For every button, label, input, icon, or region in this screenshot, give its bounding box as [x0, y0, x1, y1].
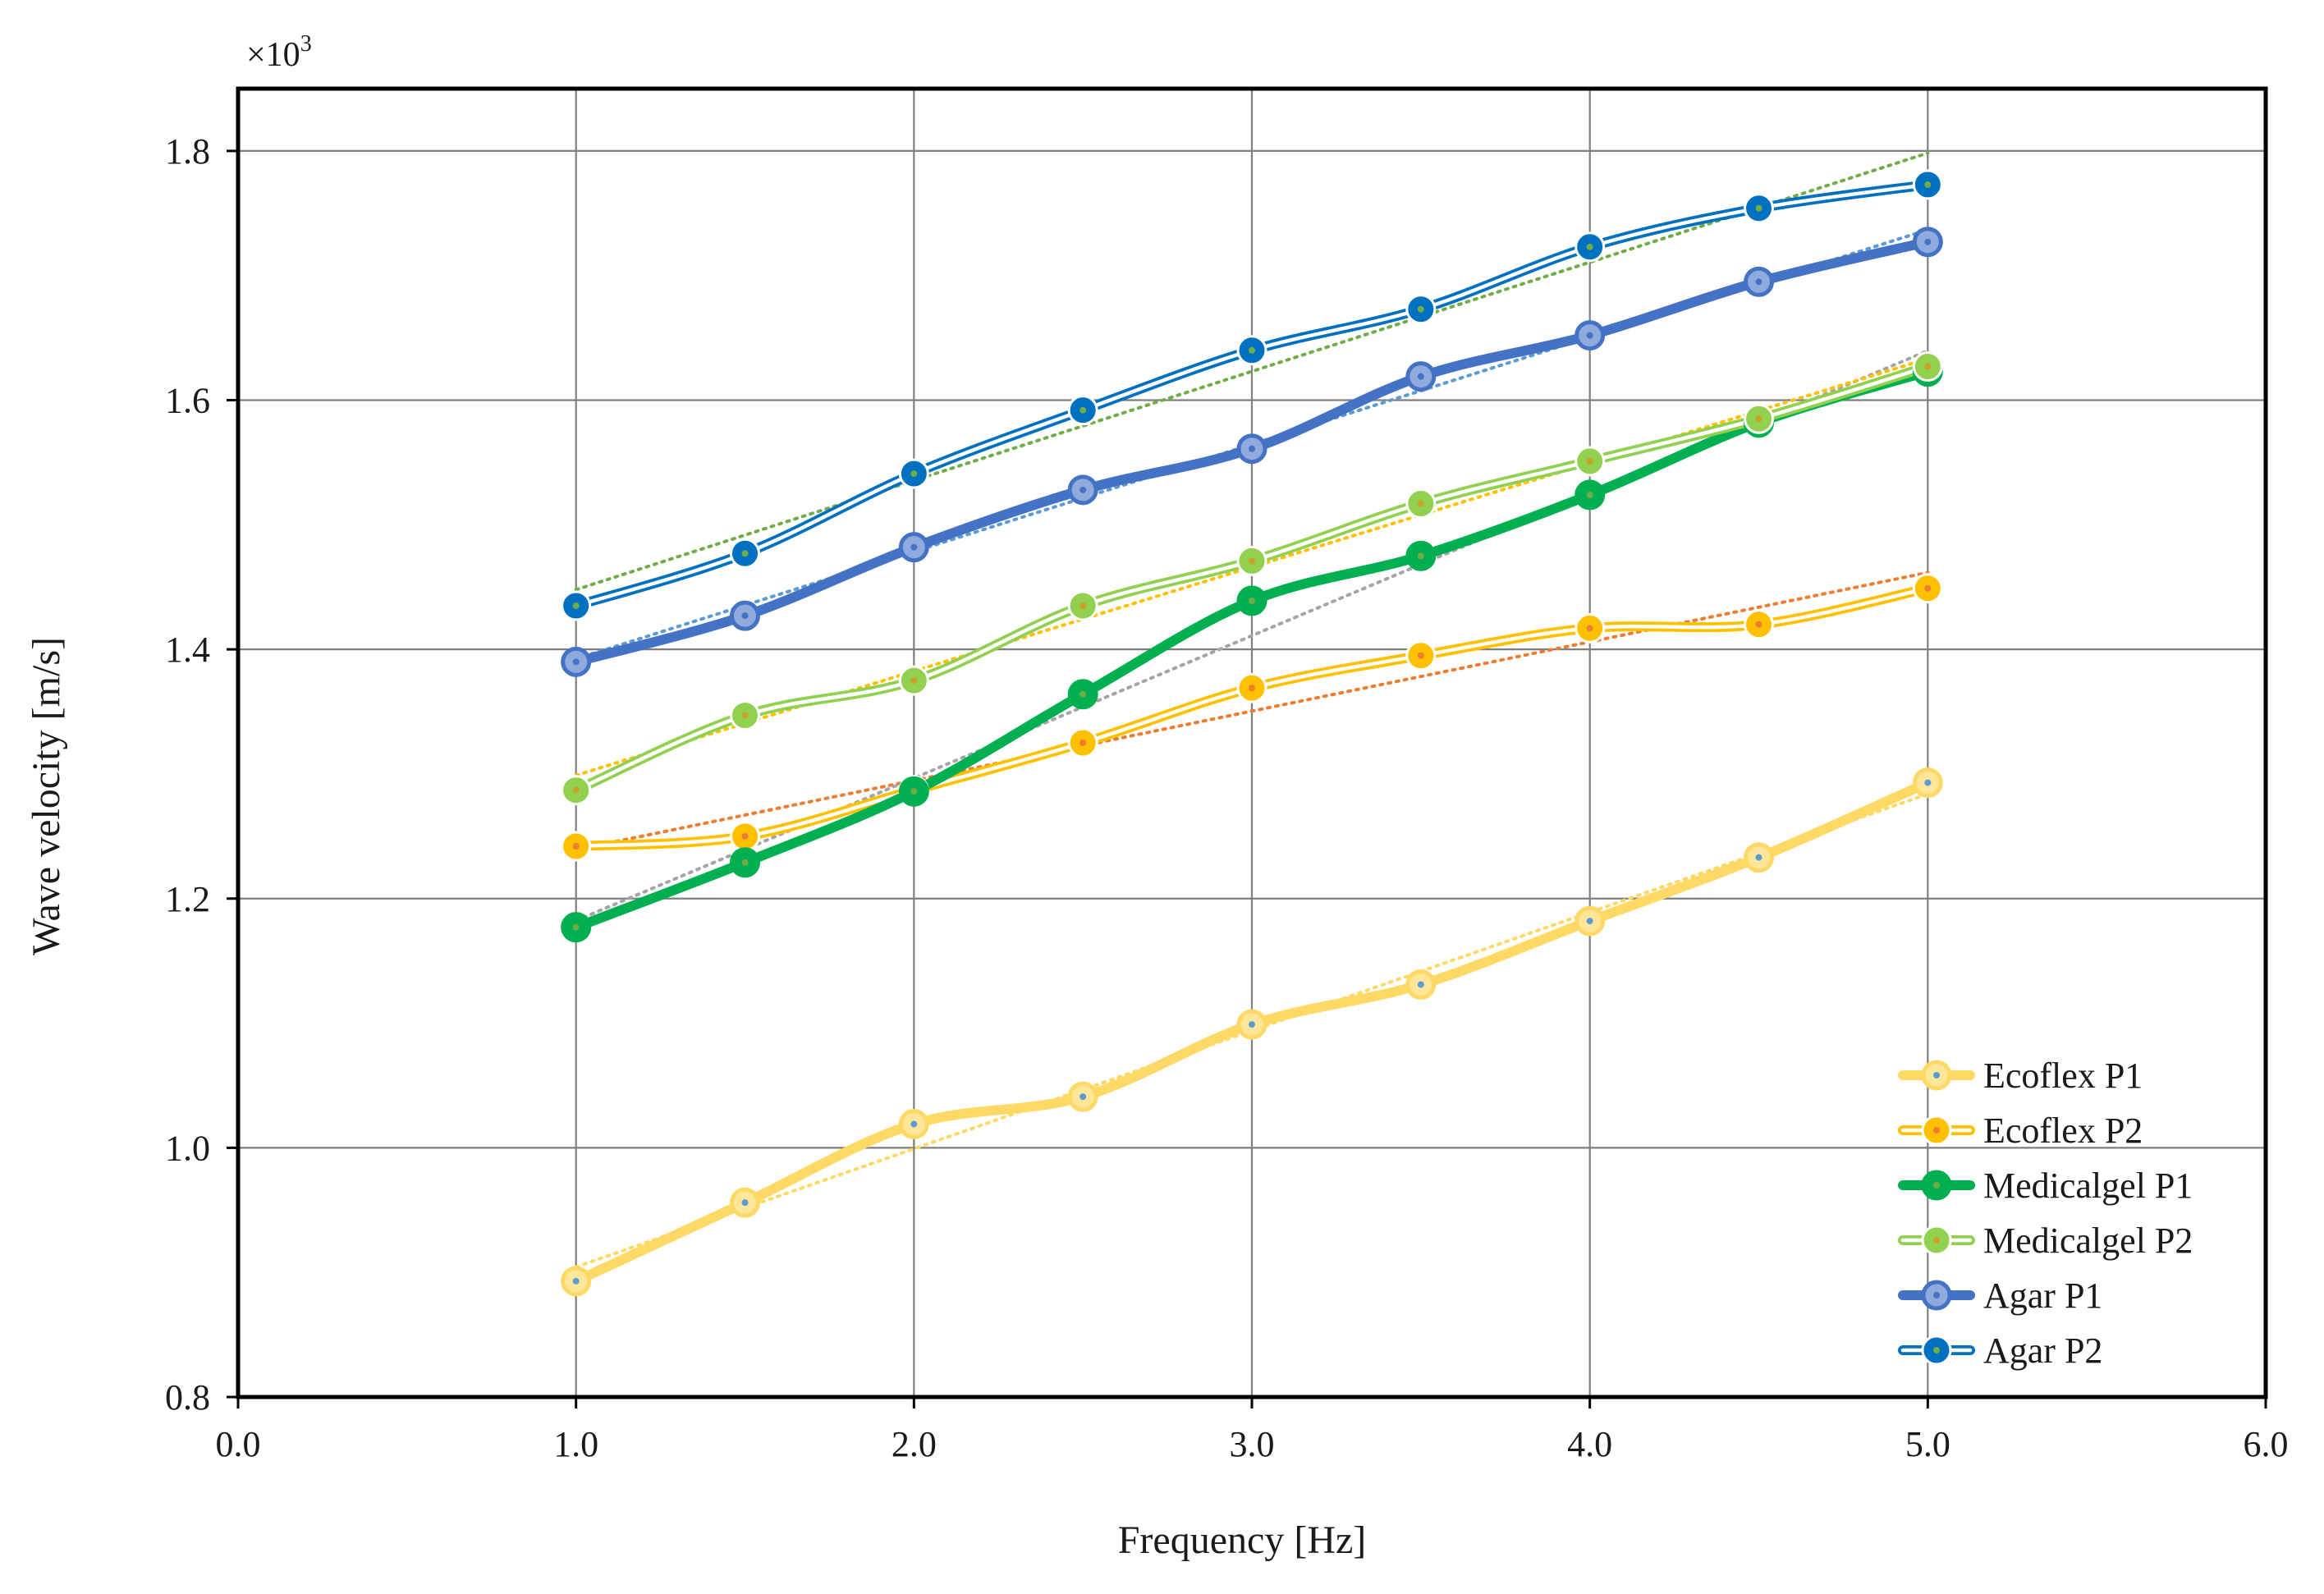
- data-point-center: [572, 602, 580, 610]
- data-point-center: [910, 470, 918, 478]
- data-point-center: [910, 543, 918, 551]
- grid: [238, 89, 2266, 1397]
- y-multiplier-base: ×10: [246, 36, 300, 74]
- axes: [227, 86, 2268, 1408]
- data-point-center: [1586, 491, 1593, 498]
- y-tick-label: 1.0: [165, 1128, 210, 1168]
- data-point-center: [1079, 1093, 1087, 1101]
- data-point-center: [1079, 602, 1087, 610]
- data-point-center: [910, 1120, 918, 1128]
- data-point-center: [1924, 238, 1932, 245]
- data-point-center: [1249, 597, 1255, 604]
- data-point-center: [741, 1199, 749, 1207]
- data-point-center: [1924, 584, 1932, 592]
- data-point-center: [1417, 652, 1424, 659]
- data-point-center: [572, 658, 580, 666]
- x-tick-label: 3.0: [1230, 1424, 1275, 1464]
- data-point-center: [572, 843, 580, 850]
- data-point-center: [741, 550, 749, 557]
- data-point-center: [1249, 685, 1255, 692]
- legend-label: Ecoflex P1: [1983, 1056, 2143, 1096]
- data-point-center: [1417, 373, 1424, 380]
- y-multiplier-exponent: 3: [300, 31, 312, 57]
- data-point-center: [1249, 557, 1255, 565]
- data-point-center: [1417, 305, 1424, 313]
- data-point-center: [1079, 690, 1087, 698]
- x-tick-label: 0.0: [216, 1424, 261, 1464]
- x-tick-label: 2.0: [892, 1424, 937, 1464]
- data-point-center: [1924, 363, 1932, 370]
- data-point-center: [1417, 500, 1424, 507]
- data-point-center: [1079, 486, 1087, 493]
- data-point-center: [741, 859, 749, 866]
- x-tick-label: 5.0: [1905, 1424, 1950, 1464]
- data-point-center: [910, 677, 918, 685]
- legend-swatch-dot: [1933, 1182, 1940, 1189]
- data-point-center: [1586, 332, 1593, 339]
- legend-swatch-dot: [1933, 1347, 1940, 1354]
- x-axis-title: Frequency [Hz]: [1118, 1518, 1367, 1562]
- data-point-center: [572, 923, 580, 931]
- data-point-center: [1755, 415, 1762, 423]
- data-point-center: [1924, 779, 1932, 786]
- data-point-center: [1755, 621, 1762, 628]
- data-point-center: [1586, 918, 1593, 925]
- legend-label: Agar P2: [1983, 1331, 2102, 1371]
- data-point-center: [1079, 406, 1087, 414]
- legend-swatch-dot: [1933, 1292, 1940, 1299]
- legend-swatch-dot: [1933, 1072, 1940, 1079]
- data-point-center: [1249, 1021, 1255, 1028]
- data-point-center: [741, 612, 749, 620]
- data-point-center: [1755, 204, 1762, 212]
- y-axis-title: Wave velocity [m/s]: [25, 637, 68, 955]
- y-multiplier-label: ×103: [246, 31, 312, 74]
- data-point-center: [1755, 278, 1762, 286]
- legend-label: Medicalgel P2: [1983, 1221, 2193, 1261]
- data-point-center: [1924, 181, 1932, 188]
- y-tick-label: 1.4: [165, 630, 210, 670]
- data-point-center: [1755, 854, 1762, 861]
- legend-swatch-dot: [1933, 1127, 1940, 1134]
- data-point-center: [1417, 981, 1424, 988]
- data-point-center: [1586, 457, 1593, 465]
- y-tick-label: 1.6: [165, 381, 210, 421]
- data-point-center: [1249, 445, 1255, 452]
- x-tick-label: 4.0: [1567, 1424, 1612, 1464]
- legend-label: Agar P1: [1983, 1276, 2102, 1316]
- data-point-center: [1249, 346, 1255, 354]
- y-tick-label: 0.8: [165, 1377, 210, 1418]
- legend: Ecoflex P1 Ecoflex P2 Medicalgel P1 Medical…: [1898, 1056, 2193, 1371]
- y-tick-label: 1.8: [165, 131, 210, 172]
- data-point-center: [910, 788, 918, 795]
- data-point-center: [1079, 740, 1087, 746]
- legend-swatch-dot: [1933, 1237, 1940, 1244]
- data-point-center: [1586, 243, 1593, 250]
- x-tick-label: 1.0: [553, 1424, 598, 1464]
- x-tick-label: 6.0: [2244, 1424, 2289, 1464]
- legend-label: Ecoflex P2: [1983, 1111, 2143, 1151]
- data-point-center: [1417, 552, 1424, 560]
- legend-label: Medicalgel P1: [1983, 1166, 2193, 1206]
- data-point-center: [741, 712, 749, 719]
- trendline: [574, 151, 1930, 592]
- data-point-center: [572, 786, 580, 794]
- tick-labels: 0.0 1.0 2.0 3.0 4.0 5.0 6.0 0.8 1.0 1.2 1.4 1.6 1.8: [165, 131, 2289, 1464]
- data-point-center: [741, 832, 749, 840]
- series-markers: [561, 169, 1943, 1297]
- data-point-center: [572, 1277, 580, 1285]
- trendline: [574, 570, 1930, 852]
- y-tick-label: 1.2: [165, 879, 210, 919]
- data-point-center: [1586, 625, 1593, 632]
